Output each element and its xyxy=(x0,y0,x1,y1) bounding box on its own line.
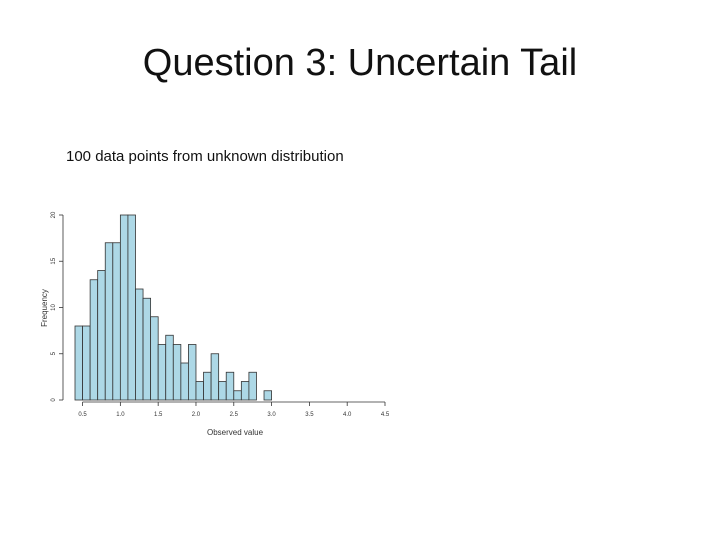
x-tick-label: 4.0 xyxy=(343,412,352,418)
histogram-bar xyxy=(165,334,174,401)
x-tick-label: 1.5 xyxy=(154,412,163,418)
histogram-bar xyxy=(74,325,83,401)
y-tick-label: 0 xyxy=(51,398,57,402)
histogram-bar xyxy=(89,279,99,401)
x-tick-label: 2.5 xyxy=(230,412,239,418)
histogram-bar xyxy=(248,371,257,401)
histogram-bar xyxy=(218,381,227,401)
histogram-bar xyxy=(82,325,91,401)
x-axis-label: Observed value xyxy=(207,428,264,437)
histogram-bar xyxy=(104,242,114,401)
histogram-bar xyxy=(180,362,189,401)
x-axis: 0.5 1.0 1.5 2.0 2.5 3.0 3.5 4.0 4.5 xyxy=(78,401,390,418)
histogram-bar xyxy=(142,297,152,401)
slide-subtitle: 100 data points from unknown distributio… xyxy=(66,148,344,165)
y-tick-label: 5 xyxy=(51,351,57,355)
x-tick-label: 1.0 xyxy=(116,412,125,418)
x-tick-label: 2.0 xyxy=(192,412,201,418)
histogram-bars xyxy=(74,214,272,401)
histogram-bar xyxy=(233,390,242,401)
x-tick-label: 3.0 xyxy=(267,412,276,418)
y-axis-label: Frequency xyxy=(40,289,49,327)
histogram-bar xyxy=(97,270,106,401)
y-tick-label: 15 xyxy=(51,257,57,264)
histogram-bar xyxy=(150,316,159,401)
histogram-bar xyxy=(157,344,167,401)
histogram-bar xyxy=(263,390,272,401)
histogram-svg: 0.5 1.0 1.5 2.0 2.5 3.0 3.5 4.0 4.5 0 5 10 15 20 Obs… xyxy=(40,211,390,437)
x-tick-label: 0.5 xyxy=(78,412,87,418)
y-tick-label: 20 xyxy=(51,211,57,218)
histogram-bar xyxy=(203,371,212,401)
histogram-chart: 0.5 1.0 1.5 2.0 2.5 3.0 3.5 4.0 4.5 0 5 10 15 20 Obs… xyxy=(30,195,410,445)
y-tick-label: 10 xyxy=(51,304,57,311)
slide-title: Question 3: Uncertain Tail xyxy=(142,42,578,84)
x-tick-label: 4.5 xyxy=(381,412,390,418)
histogram-bar xyxy=(188,344,197,401)
histogram-bar xyxy=(135,288,144,401)
histogram-bar xyxy=(172,344,182,401)
histogram-bar xyxy=(195,381,204,401)
histogram-bar xyxy=(127,214,136,401)
histogram-bar xyxy=(240,381,250,401)
histogram-bar xyxy=(210,353,220,401)
histogram-bar xyxy=(225,371,235,401)
histogram-bar xyxy=(119,214,129,401)
y-axis: 0 5 10 15 20 xyxy=(51,211,64,402)
histogram-bar xyxy=(112,242,121,401)
x-tick-label: 3.5 xyxy=(305,412,314,418)
